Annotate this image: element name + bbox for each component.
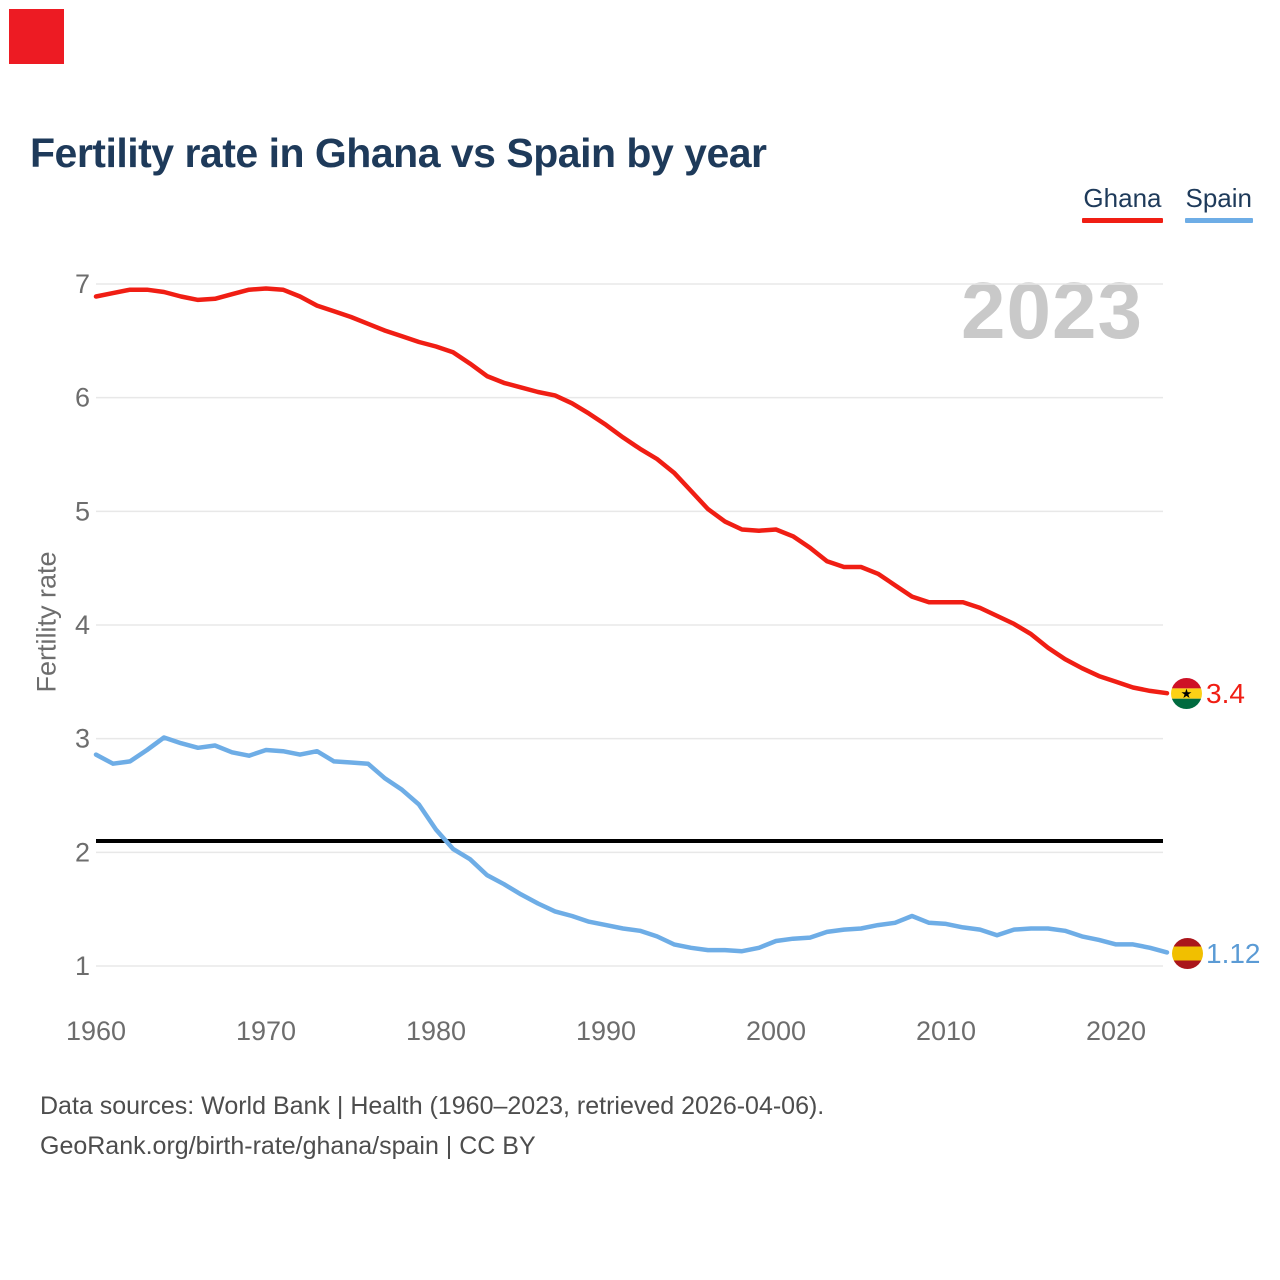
footer: Data sources: World Bank | Health (1960–… (40, 1086, 824, 1166)
spain-flag-icon (1172, 938, 1203, 969)
x-tick-label: 2020 (1086, 1016, 1146, 1046)
logo-red-square (9, 9, 64, 64)
y-tick-label: 2 (75, 837, 90, 867)
legend-label-spain: Spain (1185, 183, 1253, 213)
ghana-flag-icon: ★ (1171, 678, 1202, 709)
x-tick-label: 1980 (406, 1016, 466, 1046)
page-title: Fertility rate in Ghana vs Spain by year (30, 130, 767, 177)
y-tick-label: 7 (75, 269, 90, 299)
ghana-end-value: 3.4 (1206, 678, 1245, 709)
x-tick-label: 1960 (66, 1016, 126, 1046)
spain-series-line (93, 735, 1170, 955)
x-tick-label: 2000 (746, 1016, 806, 1046)
ghana-series-line (93, 286, 1170, 696)
y-tick-label: 4 (75, 610, 90, 640)
legend-underline-ghana (1082, 218, 1163, 223)
legend-underline-spain (1184, 218, 1253, 223)
x-tick-label: 2010 (916, 1016, 976, 1046)
spain-end-value: 1.12 (1206, 938, 1261, 969)
legend-label-ghana: Ghana (1083, 183, 1162, 213)
legend-item-ghana[interactable]: Ghana (1082, 183, 1163, 223)
legend: Ghana Spain (1082, 183, 1253, 223)
footer-attribution: GeoRank.org/birth-rate/ghana/spain | CC … (40, 1132, 536, 1160)
y-tick-label: 1 (75, 951, 90, 981)
svg-text:★: ★ (1181, 687, 1193, 702)
y-tick-label: 3 (75, 724, 90, 754)
x-tick-label: 1990 (576, 1016, 636, 1046)
y-tick-label: 5 (75, 496, 90, 526)
y-tick-label: 6 (75, 383, 90, 413)
legend-item-spain[interactable]: Spain (1184, 183, 1253, 223)
x-tick-label: 1970 (236, 1016, 296, 1046)
footer-sources: Data sources: World Bank | Health (1960–… (40, 1092, 825, 1120)
